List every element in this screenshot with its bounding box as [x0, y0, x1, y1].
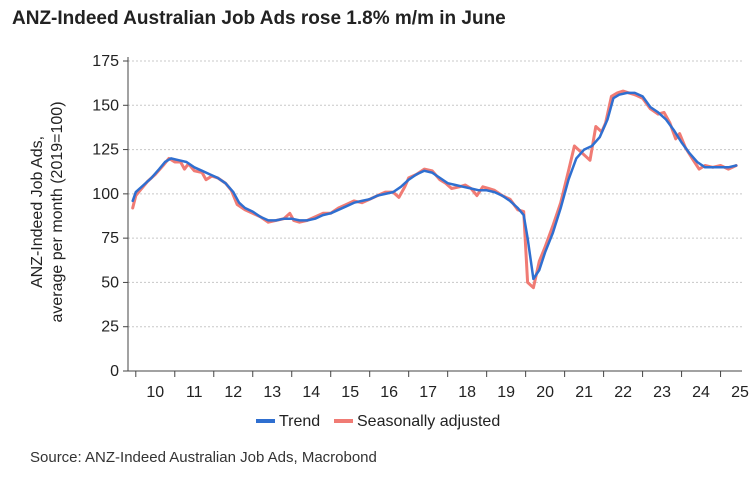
- legend-label-trend: Trend: [279, 413, 320, 430]
- chart-svg: 0 25 50 75 100 125 150 175 10 11 12 13 14 15 16 17 18 19…: [29, 53, 749, 430]
- x-tick-label: 11: [186, 384, 203, 401]
- gridlines: [128, 60, 742, 328]
- y-tick-label: 0: [110, 363, 119, 380]
- x-tick-label: 15: [341, 384, 359, 401]
- series-lines: [131, 89, 738, 290]
- x-tick-label: 21: [575, 384, 593, 401]
- x-tick-label: 13: [263, 384, 281, 401]
- series-line-seasonally-adjusted: [131, 89, 738, 290]
- y-tick-label: 25: [101, 319, 119, 336]
- x-tick-label: 19: [497, 384, 515, 401]
- x-tick-label: 17: [419, 384, 437, 401]
- y-tick-label: 125: [92, 142, 119, 159]
- series-line-trend: [131, 91, 738, 281]
- legend: Trend Seasonally adjusted: [256, 413, 500, 430]
- y-axis-label-line1: ANZ-Indeed Job Ads,: [29, 136, 46, 288]
- x-tick-label: 18: [458, 384, 476, 401]
- y-tick-label: 75: [101, 230, 119, 247]
- x-axis-ticks: 10 11 12 13 14 15 16 17 18 19 20 21 22 23 24 25: [135, 371, 749, 401]
- x-tick-label: 24: [692, 384, 710, 401]
- x-tick-label: 23: [653, 384, 671, 401]
- y-tick-label: 150: [92, 97, 119, 114]
- x-tick-label: 25: [731, 384, 749, 401]
- chart-title: ANZ-Indeed Australian Job Ads rose 1.8% …: [12, 8, 506, 29]
- y-axis-ticks: 0 25 50 75 100 125 150 175: [92, 53, 128, 380]
- y-tick-label: 175: [92, 53, 119, 70]
- y-tick-label: 50: [101, 274, 119, 291]
- y-tick-label: 100: [92, 186, 119, 203]
- y-axis-label-line2: average per month (2019=100): [49, 101, 66, 322]
- x-tick-label: 20: [536, 384, 554, 401]
- x-tick-label: 16: [380, 384, 398, 401]
- x-tick-label: 10: [146, 384, 164, 401]
- legend-label-seasonally-adjusted: Seasonally adjusted: [357, 413, 500, 430]
- x-tick-label: 22: [614, 384, 632, 401]
- source-note: Source: ANZ-Indeed Australian Job Ads, M…: [30, 449, 377, 466]
- x-tick-label: 12: [224, 384, 242, 401]
- x-tick-label: 14: [302, 384, 320, 401]
